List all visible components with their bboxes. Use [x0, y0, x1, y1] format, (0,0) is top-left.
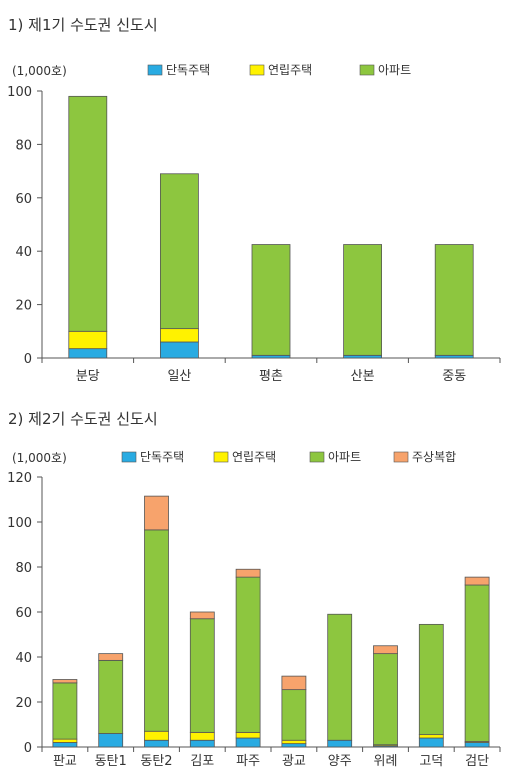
y-tick-label-2: 40	[15, 651, 32, 666]
y-tick-label-1: 20	[15, 299, 32, 314]
y-tick-label-5: 100	[7, 85, 32, 100]
chart-title-1: 1) 제1기 수도권 신도시	[8, 16, 158, 34]
bar-segment-8-1	[418, 734, 444, 739]
x-category-label-3: 산본	[351, 369, 375, 384]
bar-segment-3-2	[189, 618, 215, 733]
legend-swatch-2	[359, 64, 375, 76]
bar-segment-0-0	[52, 742, 78, 748]
bar-segment-6-2	[327, 613, 353, 741]
legend-label-1: 연립주택	[232, 450, 276, 464]
legend-label-0: 단독주택	[166, 63, 210, 77]
bar-segment-3-0	[343, 354, 383, 359]
bar-segment-5-2	[281, 689, 307, 741]
bar-segment-4-0	[434, 354, 474, 359]
bar-segment-1-0	[159, 341, 199, 359]
bar-segment-0-3	[52, 679, 78, 684]
bar-segment-2-2	[144, 529, 169, 732]
legend-label-3: 주상복합	[412, 450, 456, 464]
x-category-label-1: 동탄1	[95, 754, 127, 769]
bar-segment-7-2	[373, 653, 398, 746]
bar-segment-4-3	[235, 568, 261, 578]
bar-segment-9-3	[464, 576, 490, 586]
bar-segment-4-2	[235, 576, 261, 733]
x-category-label-9: 검단	[465, 754, 489, 769]
bar-segment-2-2	[251, 244, 291, 356]
bar-segment-3-3	[189, 611, 215, 620]
x-category-label-2: 평촌	[259, 369, 283, 384]
legend-swatch-0	[121, 451, 137, 463]
x-category-label-8: 고덕	[419, 754, 443, 769]
y-tick-label-4: 80	[15, 138, 32, 153]
bar-segment-0-1	[52, 738, 78, 743]
bar-segment-2-1	[144, 730, 169, 741]
chart-panel-2: 2) 제2기 수도권 신도시 (1,000호) 단독주택 연립주택 아파트 주상복합 0 2…	[0, 400, 512, 779]
bar-segment-0-2	[68, 95, 108, 332]
bar-segment-9-2	[464, 584, 490, 742]
bar-segment-3-2	[343, 244, 383, 356]
bar-segment-8-2	[418, 623, 444, 736]
legend-swatch-1	[213, 451, 229, 463]
x-category-label-6: 양주	[328, 754, 352, 769]
y-tick-label-2: 40	[15, 245, 32, 260]
bar-segment-0-1	[68, 330, 108, 350]
y-tick-label-1: 20	[15, 696, 32, 711]
chart-title-2: 2) 제2기 수도권 신도시	[8, 410, 158, 428]
bar-segment-2-0	[251, 354, 291, 359]
x-category-label-4: 파주	[236, 754, 260, 769]
unit-label: (1,000호)	[12, 64, 67, 78]
bar-segment-9-0	[464, 742, 490, 748]
y-tick-label-0: 0	[24, 352, 32, 367]
legend-swatch-1	[249, 64, 265, 76]
bar-segment-5-0	[281, 743, 307, 748]
bar-segment-3-0	[189, 739, 215, 748]
legend-label-0: 단독주택	[140, 450, 184, 464]
bar-segment-4-0	[235, 737, 261, 748]
bar-segment-6-0	[327, 739, 353, 748]
bar-segment-4-1	[235, 731, 261, 739]
x-category-label-3: 김포	[190, 754, 214, 769]
bar-segment-3-1	[189, 731, 215, 741]
unit-label: (1,000호)	[12, 451, 67, 465]
bar-segment-1-3	[98, 653, 124, 661]
x-category-label-4: 중동	[442, 369, 466, 384]
y-tick-label-0: 0	[24, 741, 32, 756]
bar-segment-1-0	[98, 733, 124, 748]
chart-panel-1: 1) 제1기 수도권 신도시 (1,000호) 단독주택 연립주택 아파트 0 20 40 6…	[7, 16, 501, 384]
x-category-label-0: 판교	[53, 754, 77, 769]
bar-segment-5-1	[281, 739, 307, 745]
bar-segment-1-1	[159, 328, 199, 343]
legend-label-2: 아파트	[328, 450, 361, 464]
y-tick-label-6: 120	[7, 471, 32, 486]
bar-segment-7-3	[373, 645, 398, 655]
legend-swatch-0	[147, 64, 163, 76]
legend-swatch-2	[309, 451, 325, 463]
bar-segment-0-2	[52, 682, 78, 740]
x-category-label-1: 일산	[167, 369, 191, 384]
bar-segment-1-2	[159, 173, 199, 330]
chart-1-svg: (1,000호) 단독주택 연립주택 아파트 0 20 40 60 80 100 분당 일산 평촌 산본 중…	[7, 63, 501, 384]
legend-swatch-3	[393, 451, 409, 463]
bar-segment-5-3	[281, 675, 307, 691]
y-tick-label-3: 60	[15, 606, 32, 621]
bar-segment-1-2	[98, 659, 124, 734]
x-category-label-5: 광교	[282, 754, 306, 769]
x-category-label-7: 위례	[374, 754, 398, 769]
bar-segment-4-2	[434, 244, 474, 356]
y-tick-label-3: 60	[15, 192, 32, 207]
legend-label-2: 아파트	[378, 63, 411, 77]
y-tick-label-4: 80	[15, 561, 32, 576]
bar-segment-0-0	[68, 348, 108, 359]
bar-segment-2-3	[144, 495, 169, 531]
legend-label-1: 연립주택	[268, 63, 312, 77]
bar-segment-8-0	[418, 737, 444, 748]
x-category-label-0: 분당	[76, 369, 100, 384]
chart-2-svg: (1,000호) 단독주택 연립주택 아파트 주상복합 0 20 40 60 80 100 120 판교…	[7, 450, 501, 769]
y-tick-label-5: 100	[7, 516, 32, 531]
bar-segment-2-0	[144, 739, 169, 748]
x-category-label-2: 동탄2	[140, 754, 172, 769]
